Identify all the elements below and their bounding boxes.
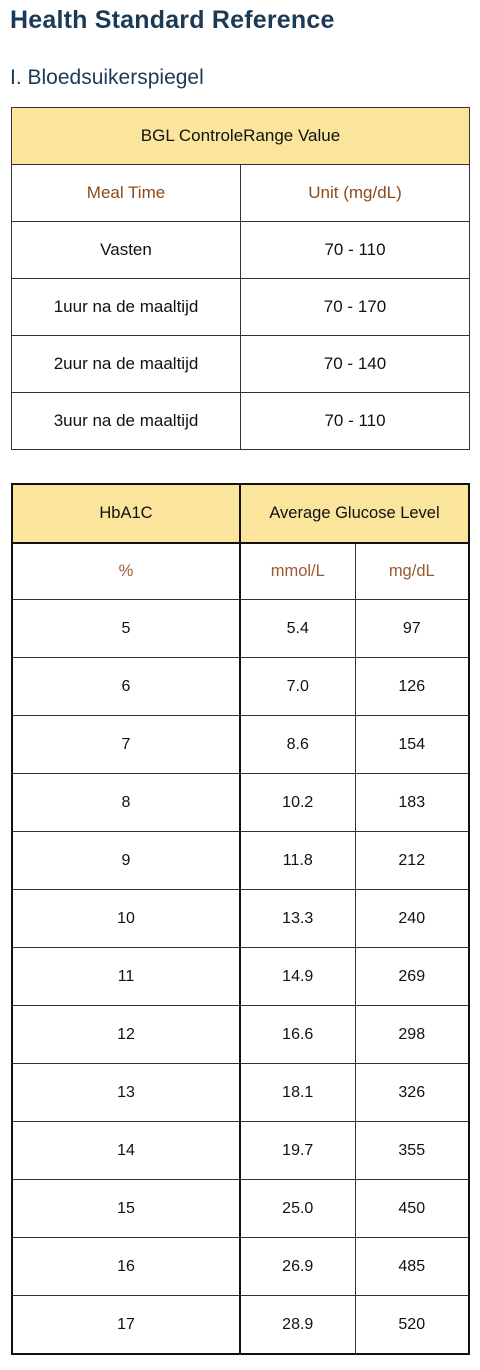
mgdl-cell: 269 (354, 947, 470, 1006)
section-title: I. Bloedsuikerspiegel (10, 66, 204, 89)
mgdl-unit-header: mg/dL (354, 542, 470, 600)
range-cell: 70 - 140 (240, 335, 470, 393)
mgdl-cell: 183 (354, 773, 470, 832)
percent-cell: 7 (11, 715, 241, 774)
mmol-cell: 26.9 (239, 1237, 356, 1296)
mmol-cell: 25.0 (239, 1179, 356, 1238)
mgdl-cell: 240 (354, 889, 470, 948)
mgdl-cell: 154 (354, 715, 470, 774)
percent-cell: 11 (11, 947, 241, 1006)
mmol-cell: 5.4 (239, 599, 356, 658)
table-row: 7 8.6 154 (11, 715, 470, 774)
table-row: 9 11.8 212 (11, 831, 470, 890)
table-row: 3uur na de maaltijd 70 - 110 (11, 392, 470, 450)
mgdl-cell: 97 (354, 599, 470, 658)
table-row: 13 18.1 326 (11, 1063, 470, 1122)
percent-cell: 10 (11, 889, 241, 948)
mgdl-cell: 326 (354, 1063, 470, 1122)
range-cell: 70 - 170 (240, 278, 470, 336)
page-title: Health Standard Reference (10, 6, 335, 34)
percent-cell: 16 (11, 1237, 241, 1296)
mmol-cell: 10.2 (239, 773, 356, 832)
table-row: 15 25.0 450 (11, 1179, 470, 1238)
percent-cell: 17 (11, 1295, 241, 1355)
percent-unit-header: % (11, 542, 241, 600)
mmol-cell: 11.8 (239, 831, 356, 890)
percent-cell: 6 (11, 657, 241, 716)
table-row: 2uur na de maaltijd 70 - 140 (11, 335, 470, 393)
meal-time-cell: 1uur na de maaltijd (11, 278, 241, 336)
range-cell: 70 - 110 (240, 392, 470, 450)
average-glucose-header: Average Glucose Level (239, 483, 470, 544)
mmol-unit-header: mmol/L (239, 542, 356, 600)
meal-time-cell: 3uur na de maaltijd (11, 392, 241, 450)
mmol-cell: 16.6 (239, 1005, 356, 1064)
table-row: 11 14.9 269 (11, 947, 470, 1006)
range-cell: 70 - 110 (240, 221, 470, 279)
percent-cell: 9 (11, 831, 241, 890)
mgdl-cell: 520 (354, 1295, 470, 1355)
mmol-cell: 13.3 (239, 889, 356, 948)
meal-time-cell: Vasten (11, 221, 241, 279)
table-row: 8 10.2 183 (11, 773, 470, 832)
table-row: 12 16.6 298 (11, 1005, 470, 1064)
meal-time-column-header: Meal Time (11, 164, 241, 222)
unit-column-header: Unit (mg/dL) (240, 164, 470, 222)
mmol-cell: 18.1 (239, 1063, 356, 1122)
bgl-range-table: BGL ControleRange Value Meal Time Unit (… (11, 107, 470, 450)
table-row: 1uur na de maaltijd 70 - 170 (11, 278, 470, 336)
mmol-cell: 14.9 (239, 947, 356, 1006)
meal-time-cell: 2uur na de maaltijd (11, 335, 241, 393)
hba1c-table: HbA1C Average Glucose Level % mmol/L mg/… (11, 483, 470, 1355)
table-row: 6 7.0 126 (11, 657, 470, 716)
mmol-cell: 8.6 (239, 715, 356, 774)
percent-cell: 8 (11, 773, 241, 832)
bgl-table-header: BGL ControleRange Value (11, 107, 470, 165)
mgdl-cell: 298 (354, 1005, 470, 1064)
table-row: 10 13.3 240 (11, 889, 470, 948)
mgdl-cell: 355 (354, 1121, 470, 1180)
mgdl-cell: 450 (354, 1179, 470, 1238)
table-row: 5 5.4 97 (11, 599, 470, 658)
mmol-cell: 19.7 (239, 1121, 356, 1180)
mmol-cell: 7.0 (239, 657, 356, 716)
mmol-cell: 28.9 (239, 1295, 356, 1355)
table-row: Vasten 70 - 110 (11, 221, 470, 279)
table-row: 16 26.9 485 (11, 1237, 470, 1296)
mgdl-cell: 126 (354, 657, 470, 716)
percent-cell: 12 (11, 1005, 241, 1064)
mgdl-cell: 485 (354, 1237, 470, 1296)
hba1c-header: HbA1C (11, 483, 241, 544)
table-row: 14 19.7 355 (11, 1121, 470, 1180)
table-row: 17 28.9 520 (11, 1295, 470, 1355)
percent-cell: 5 (11, 599, 241, 658)
percent-cell: 15 (11, 1179, 241, 1238)
percent-cell: 13 (11, 1063, 241, 1122)
mgdl-cell: 212 (354, 831, 470, 890)
percent-cell: 14 (11, 1121, 241, 1180)
